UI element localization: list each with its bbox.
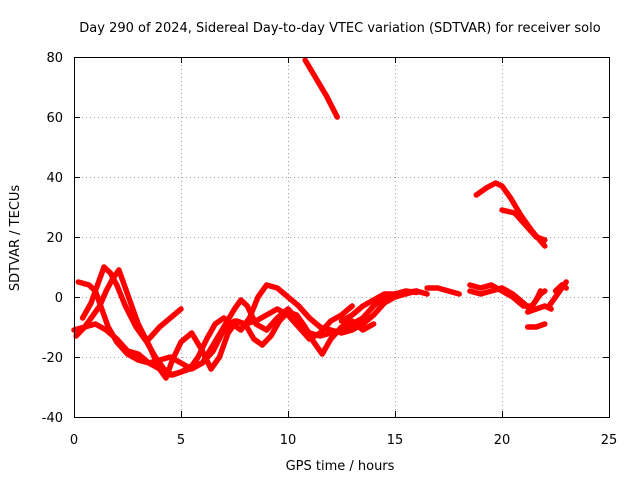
x-tick-label: 10: [280, 433, 297, 448]
series-arc-7: [79, 264, 430, 378]
series-arc-11: [424, 285, 462, 297]
y-tick-label: 60: [46, 111, 63, 126]
y-axis-label: SDTVAR / TECUs: [8, 185, 23, 292]
x-tick-label: 25: [601, 433, 618, 448]
series-arc-1: [302, 57, 340, 120]
chart-title: Day 290 of 2024, Sidereal Day-to-day VTE…: [79, 21, 600, 36]
series-layer: [71, 57, 569, 381]
y-tick-label: 40: [46, 171, 63, 186]
x-axis-label: GPS time / hours: [286, 459, 395, 474]
series-arc-5: [71, 303, 355, 378]
y-tick-label: 20: [46, 231, 63, 246]
axis-ticks: 0 5 10 15 20 25 -40 -20 0 20 40 60 80: [42, 51, 618, 448]
x-tick-label: 5: [177, 433, 185, 448]
x-tick-label: 20: [494, 433, 511, 448]
series-arc-15: [524, 321, 548, 330]
y-tick-label: 0: [55, 291, 63, 306]
y-tick-label: -20: [42, 351, 63, 366]
series-arc-8: [146, 306, 184, 342]
grid: [74, 57, 609, 417]
series-arc-17: [552, 282, 569, 294]
y-tick-label: 80: [46, 51, 63, 66]
series-arc-3: [499, 207, 548, 243]
x-tick-label: 15: [387, 433, 404, 448]
y-tick-label: -40: [42, 411, 63, 426]
x-tick-label: 0: [70, 433, 78, 448]
series-arc-13: [467, 285, 544, 312]
series-arc-6: [73, 267, 377, 381]
series-arc-10: [349, 288, 420, 330]
